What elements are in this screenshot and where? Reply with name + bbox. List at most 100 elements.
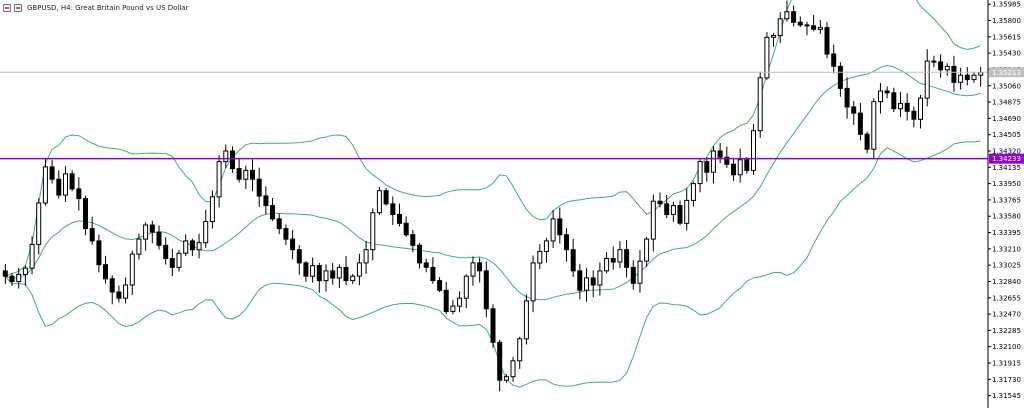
candle-body bbox=[523, 300, 529, 340]
candle bbox=[744, 157, 750, 174]
candle-body bbox=[697, 161, 703, 185]
candle bbox=[430, 257, 436, 284]
candle-body bbox=[143, 224, 149, 240]
candle-body bbox=[904, 102, 910, 112]
candle bbox=[230, 146, 235, 173]
candle-body bbox=[597, 270, 603, 286]
candle-body bbox=[530, 262, 536, 302]
candle-body bbox=[664, 203, 670, 215]
price-tick-label: 1.33395 bbox=[992, 229, 1021, 237]
candle bbox=[797, 16, 803, 28]
candle-body bbox=[270, 205, 275, 220]
candle-body bbox=[811, 25, 817, 30]
candle bbox=[537, 244, 543, 270]
price-tick-label: 1.31915 bbox=[992, 360, 1021, 368]
candle bbox=[223, 144, 229, 168]
candle-body bbox=[136, 238, 142, 255]
candle-body bbox=[450, 305, 456, 312]
candle-body bbox=[784, 11, 790, 20]
candle bbox=[677, 200, 683, 226]
candle-body bbox=[350, 275, 356, 282]
candle-body bbox=[924, 60, 930, 99]
candle-body bbox=[417, 244, 422, 264]
candle-body bbox=[624, 249, 630, 268]
price-tick-label: 1.33025 bbox=[992, 262, 1021, 270]
candle bbox=[109, 275, 115, 305]
candle-body bbox=[557, 218, 563, 236]
candle bbox=[83, 195, 88, 236]
candle bbox=[209, 190, 215, 229]
candle bbox=[129, 250, 135, 295]
window-icon[interactable] bbox=[3, 4, 11, 12]
candle bbox=[96, 234, 102, 273]
candle bbox=[824, 22, 830, 59]
candle bbox=[951, 55, 957, 92]
candle-body bbox=[216, 161, 222, 198]
candle bbox=[590, 270, 596, 298]
candle bbox=[530, 255, 536, 313]
candle bbox=[497, 339, 503, 392]
candle-body bbox=[169, 258, 175, 268]
candle bbox=[183, 234, 189, 256]
window-icon[interactable] bbox=[14, 4, 22, 12]
candle-body bbox=[570, 249, 576, 272]
candle-body bbox=[804, 24, 810, 27]
candle bbox=[390, 196, 396, 226]
candle bbox=[924, 49, 930, 107]
candle-body bbox=[22, 267, 28, 275]
candle bbox=[203, 209, 209, 248]
candle-body bbox=[109, 278, 115, 293]
candle bbox=[383, 188, 389, 206]
candle bbox=[503, 374, 509, 383]
candle-body bbox=[236, 168, 242, 180]
candle bbox=[597, 262, 603, 296]
candle bbox=[918, 94, 923, 129]
candle bbox=[116, 285, 122, 303]
candle-body bbox=[831, 53, 837, 67]
candle-body bbox=[844, 87, 850, 108]
candle-body bbox=[156, 231, 162, 246]
candle-body bbox=[470, 262, 476, 277]
candle-body bbox=[283, 228, 289, 240]
candle-body bbox=[751, 130, 756, 171]
price-tick-label: 1.35985 bbox=[992, 1, 1021, 9]
candle bbox=[350, 274, 356, 284]
candle-body bbox=[370, 212, 376, 251]
candle bbox=[717, 142, 723, 164]
candle-body bbox=[423, 262, 429, 268]
candle-body bbox=[710, 150, 716, 173]
candle bbox=[857, 102, 863, 141]
candle bbox=[310, 257, 316, 283]
candle bbox=[911, 106, 917, 128]
candle bbox=[844, 77, 850, 119]
candle bbox=[136, 233, 142, 260]
price-tick-label: 1.33210 bbox=[992, 245, 1021, 253]
candle-body bbox=[343, 266, 349, 282]
candle-body bbox=[898, 102, 903, 110]
candle-body bbox=[36, 202, 42, 245]
candle bbox=[296, 245, 302, 275]
candle bbox=[463, 274, 469, 308]
candle-body bbox=[430, 266, 436, 282]
candle-body bbox=[610, 258, 616, 263]
current-price-label: 1.35213 bbox=[992, 69, 1021, 77]
candle bbox=[376, 187, 382, 215]
candle-body bbox=[757, 77, 763, 132]
candle bbox=[510, 357, 516, 382]
candle-body bbox=[744, 159, 750, 171]
horizontal-level-label-bg bbox=[989, 153, 1024, 164]
price-tick-label: 1.35800 bbox=[992, 17, 1021, 25]
candle bbox=[169, 248, 175, 277]
candle-body bbox=[564, 234, 569, 251]
candle-body bbox=[477, 262, 483, 272]
candle bbox=[704, 157, 710, 182]
candle bbox=[149, 220, 155, 244]
candle bbox=[564, 228, 569, 262]
candle bbox=[437, 277, 443, 293]
price-tick-label: 1.32285 bbox=[992, 327, 1021, 335]
candle bbox=[363, 240, 369, 274]
candle bbox=[483, 261, 489, 318]
candle bbox=[731, 158, 736, 181]
